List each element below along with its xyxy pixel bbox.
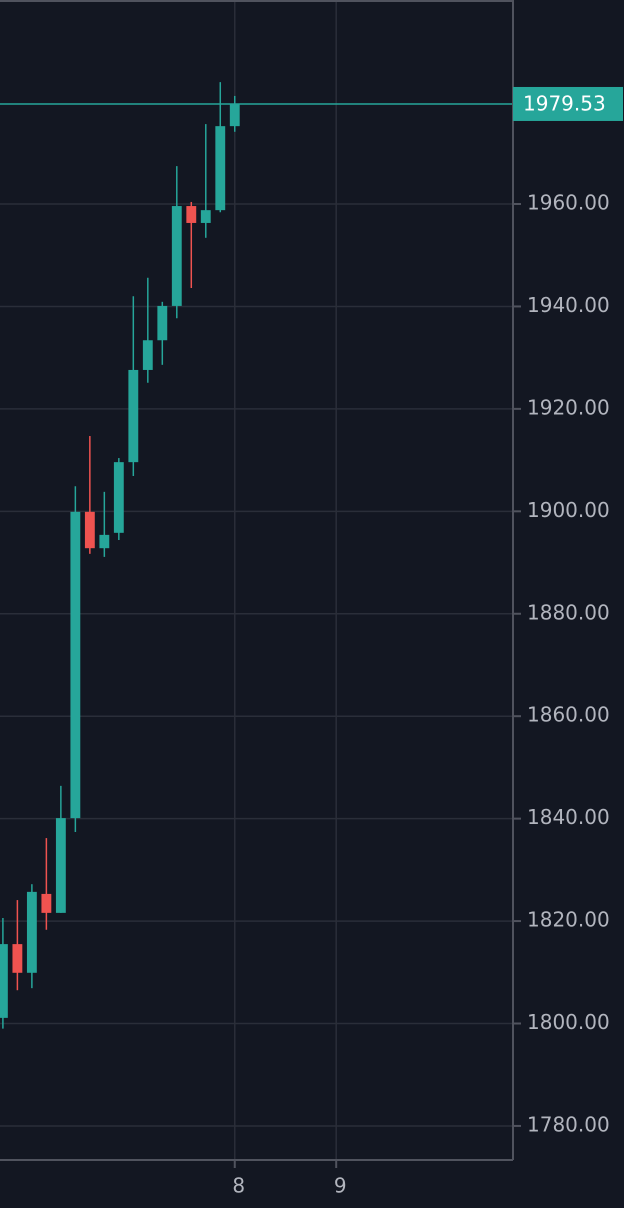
candle-body — [215, 126, 226, 211]
candle-body — [229, 103, 240, 127]
candle-body — [55, 818, 66, 913]
candle-body — [41, 893, 52, 913]
x-tick-label: 8 — [232, 1174, 245, 1198]
candles — [0, 82, 513, 1029]
candle-body — [142, 340, 153, 370]
candle-body — [171, 206, 182, 306]
y-tick-label: 1820.00 — [527, 908, 610, 932]
y-tick-label: 1860.00 — [527, 703, 610, 727]
y-tick-label: 1880.00 — [527, 600, 610, 624]
candle-body — [186, 206, 197, 223]
last-price-label: 1979.53 — [523, 91, 606, 115]
candle-body — [128, 369, 139, 463]
x-tick-label: 9 — [334, 1174, 347, 1198]
y-tick-label: 1940.00 — [527, 293, 610, 317]
candle-body — [26, 891, 37, 973]
candle-body — [157, 305, 168, 341]
candle-body — [99, 534, 110, 549]
y-tick-label: 1900.00 — [527, 498, 610, 522]
y-tick-label: 1800.00 — [527, 1010, 610, 1034]
candle-body — [200, 210, 211, 223]
axis-labels: 1780.00 1800.00 1820.00 1840.00 1860.00 1880.… — [232, 86, 623, 1198]
candle-body — [12, 944, 23, 973]
y-tick-label: 1780.00 — [527, 1112, 610, 1136]
candle-body — [113, 462, 124, 533]
y-tick-label: 1960.00 — [527, 191, 610, 215]
y-tick-label: 1920.00 — [527, 395, 610, 419]
candle-body — [0, 944, 8, 1018]
y-tick-label: 1840.00 — [527, 805, 610, 829]
last-price-box — [513, 86, 623, 121]
candle-body — [84, 511, 95, 549]
grid — [0, 0, 513, 1160]
candle-body — [70, 511, 81, 819]
